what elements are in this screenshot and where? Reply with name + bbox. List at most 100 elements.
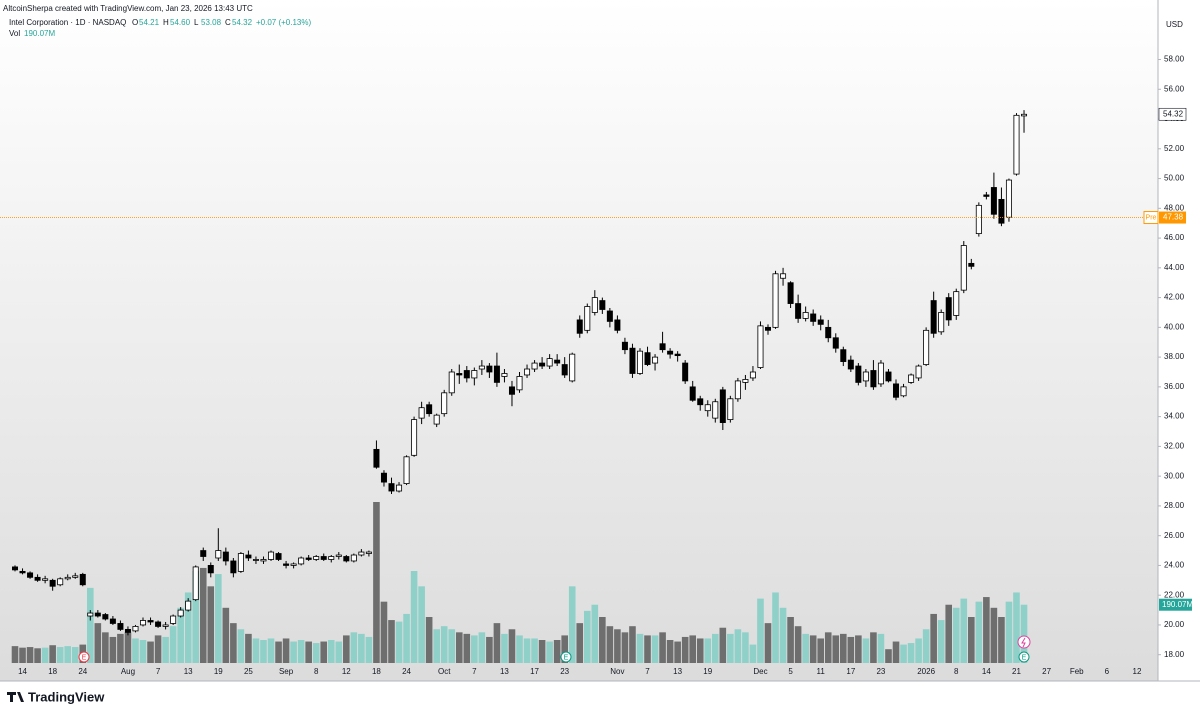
volume-bar [493,623,501,663]
volume-bar [757,598,764,663]
volume-bar [215,574,222,663]
candle-body [885,371,892,382]
volume-bar [862,638,870,663]
volume-bar [734,629,742,663]
volume-bar [162,636,169,663]
volume-bar [915,638,922,663]
event-marker[interactable] [1018,651,1030,663]
volume-bar [87,587,94,663]
candle-body [117,623,124,630]
volume-bar [365,636,373,663]
volume-bar [952,607,960,663]
candle-body [674,353,681,357]
candle-body [727,398,734,421]
volume-bar [11,646,19,663]
volume-bar [192,571,200,663]
volume-bar [900,644,907,663]
candle-body [328,556,335,560]
candle-body [448,371,455,394]
volume-bar [463,633,471,663]
volume-bar [373,502,380,663]
event-marker[interactable] [78,651,90,663]
volume-bar [568,586,576,663]
candle-body [576,319,583,334]
candle-body [644,352,651,365]
candle-body [689,386,696,401]
premarket-tag [1143,211,1159,225]
legend-key: L [194,18,199,27]
candle-body [501,373,508,377]
x-tick-label: 2026 [917,667,935,676]
volume-bar [877,633,885,663]
volume-bar [358,633,365,663]
volume-bar [471,635,478,663]
brand: TradingView [28,689,105,704]
candle-body [49,579,56,587]
volume-bar [659,632,666,663]
price-axis-background [1158,0,1200,681]
y-tick-label: 56.00 [1164,84,1185,93]
volume-bar [930,613,937,663]
volume-bar [742,632,749,663]
y-tick-label: 50.00 [1164,174,1185,183]
y-tick-label: 40.00 [1164,322,1185,331]
volume-bar [455,632,463,663]
candle-body [94,612,101,617]
candle-body [57,578,64,586]
candle-body [350,554,357,562]
candle-body [42,578,49,581]
x-tick-label: 7 [472,667,477,676]
candle-body [516,376,523,391]
x-tick-label: 18 [48,667,57,676]
volume-bar [448,629,456,663]
volume-bar [327,640,335,663]
event-marker[interactable] [560,651,572,663]
candle-body [109,618,116,624]
candle-body [478,365,485,370]
volume-bar [410,571,418,663]
candle-body [245,554,252,559]
volume-bar [711,633,719,663]
candle-body [953,291,960,316]
volume-bar [102,632,109,663]
legend-value: 53.08 [201,18,222,27]
candle-body [72,575,79,578]
dividend-marker[interactable] [1017,635,1031,649]
x-tick-label: 8 [954,667,959,676]
volume-bar [418,586,425,663]
volume-bar [794,626,802,663]
candle-body [621,341,628,351]
legend-value: 54.60 [170,18,191,27]
volume-bar [49,645,56,663]
volume-bar [606,626,614,663]
volume-bar [222,607,230,663]
volume-bar [591,604,599,663]
candle-body [832,337,839,349]
volume-bar [433,629,440,663]
volume-bar [531,638,538,663]
volume-bar [403,613,410,663]
volume-bar [885,649,892,663]
x-tick-label: 24 [78,667,87,676]
candle-body [305,557,312,560]
x-tick-label: 25 [244,667,253,676]
candle-body [719,389,726,423]
volume-bar [975,601,983,663]
candle-body [584,306,591,331]
volume-bar [267,638,275,663]
volume-bar [237,629,245,663]
volume-bar [840,633,847,663]
volume-bar [297,640,305,663]
candle-body [192,566,199,601]
volume-bar [425,617,433,663]
volume-bar [245,633,252,663]
candle-body [283,563,290,566]
x-tick-label: 11 [817,667,826,676]
volume-bar [576,623,584,663]
volume-bar [809,635,817,663]
candle-body [734,380,741,400]
volume-key: Vol [9,29,20,38]
candle-body [870,370,877,388]
volume-bar [764,623,772,663]
